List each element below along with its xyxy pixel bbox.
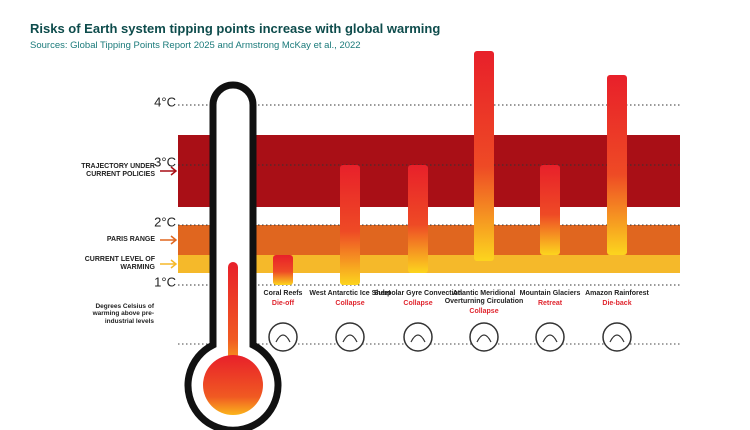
icon-glyph	[342, 334, 358, 343]
y-tick-label: 4°C	[154, 94, 176, 109]
band-label: TRAJECTORY UNDER CURRENT POLICIES	[81, 163, 155, 179]
category-label: Coral Reefs	[263, 290, 303, 297]
category-label: West Antarctic Ice Sheet	[309, 290, 391, 297]
y-tick-label: 1°C	[154, 274, 176, 289]
band	[178, 135, 680, 207]
band-label: PARIS RANGE	[106, 236, 155, 243]
icon-glyph	[609, 334, 625, 343]
range-bar	[340, 165, 360, 285]
impact-label: Die-off	[271, 300, 295, 307]
impact-label: Collapse	[469, 308, 499, 315]
band-arrow	[160, 235, 178, 245]
impact-label: Retreat	[537, 300, 563, 307]
range-bar	[273, 255, 293, 285]
range-bar	[408, 165, 428, 273]
y-tick-label: 2°C	[154, 214, 176, 229]
range-bar	[540, 165, 560, 255]
impact-label: Die-back	[602, 300, 632, 307]
icon	[335, 322, 365, 352]
icon-glyph	[476, 334, 492, 343]
range-bar	[474, 51, 494, 261]
band-arrow	[160, 259, 178, 269]
impact-label: Collapse	[335, 300, 365, 307]
y-tick-label: 3°C	[154, 154, 176, 169]
category-label: Subpolar Gyre Convection	[373, 290, 463, 297]
icon-glyph	[275, 334, 291, 343]
band-arrow	[160, 166, 178, 176]
category-label: Atlantic Meridional Overturning Circulat…	[444, 290, 524, 306]
range-bar	[607, 75, 627, 255]
icon	[602, 322, 632, 352]
band-label: CURRENT LEVEL OF WARMING	[84, 256, 155, 272]
chart-title: Risks of Earth system tipping points inc…	[30, 21, 441, 36]
band	[178, 255, 680, 273]
thermometer	[184, 81, 282, 430]
icon	[403, 322, 433, 352]
icon	[268, 322, 298, 352]
band	[178, 225, 680, 255]
icon	[469, 322, 499, 352]
icon-glyph	[410, 334, 426, 343]
y-axis-label: Degrees Celsius of warming above pre-ind…	[92, 303, 154, 325]
chart-subtitle: Sources: Global Tipping Points Report 20…	[30, 40, 361, 51]
icon	[535, 322, 565, 352]
impact-label: Collapse	[403, 300, 433, 307]
category-label: Mountain Glaciers	[519, 290, 581, 297]
icon-glyph	[542, 334, 558, 343]
category-label: Amazon Rainforest	[585, 290, 649, 297]
